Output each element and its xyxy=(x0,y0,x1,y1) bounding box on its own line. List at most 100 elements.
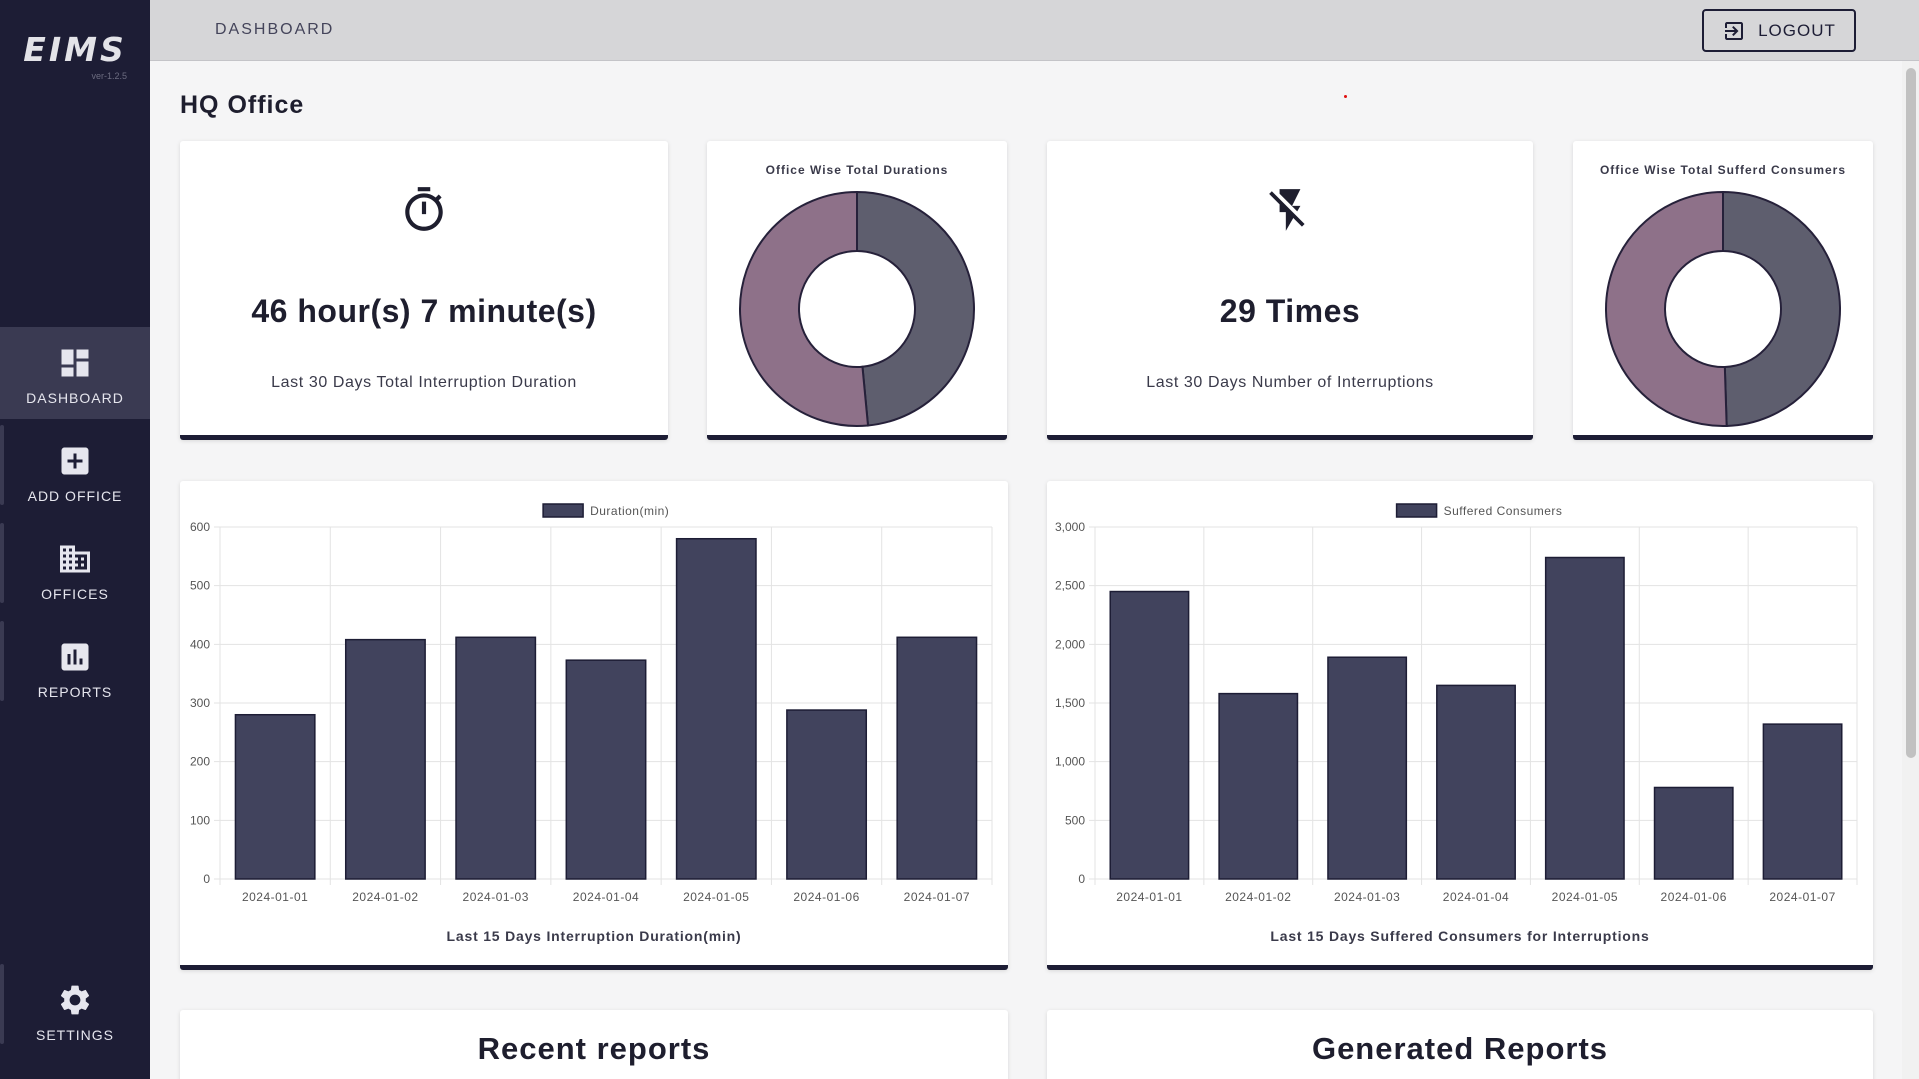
interruptions-value: 29 Times xyxy=(1219,293,1361,329)
sidebar-item-settings[interactable]: SETTINGS xyxy=(0,964,150,1056)
donut-slice[interactable] xyxy=(1605,190,1728,427)
y-tick-label: 2,500 xyxy=(1055,579,1085,593)
nav-divider xyxy=(0,523,4,603)
sidebar-item-offices[interactable]: OFFICES xyxy=(0,523,150,615)
duration-bar-chart-card: 0 100 200 300 400 500 600 2024-01-01 2024-01-02 2… xyxy=(180,481,1008,970)
duration-label: Last 30 Days Total Interruption Duration xyxy=(271,374,577,391)
sidebar-item-add-office[interactable]: ADD OFFICE xyxy=(0,425,150,517)
x-tick-label: 2024-01-01 xyxy=(1116,890,1182,904)
interruptions-stat-card: 29 Times Last 30 Days Number of Interrup… xyxy=(1047,141,1533,440)
y-tick-label: 600 xyxy=(190,520,210,534)
bar[interactable] xyxy=(1544,556,1625,880)
x-tick-label: 2024-01-07 xyxy=(904,890,970,904)
y-tick-label: 2,000 xyxy=(1055,637,1085,651)
x-tick-label: 2024-01-06 xyxy=(1661,890,1727,904)
bar[interactable] xyxy=(1653,786,1734,880)
bar[interactable] xyxy=(1218,692,1299,880)
x-tick-label: 2024-01-04 xyxy=(573,890,639,904)
generated-reports-title: Generated Reports xyxy=(1311,1031,1609,1066)
timer-icon xyxy=(405,187,443,231)
app-version: ver-1.2.5 xyxy=(91,71,127,81)
consumers-bar-chart[interactable]: 0 500 1,000 1,500 2,000 2,500 3,000 2024-01-01 2… xyxy=(1047,481,1873,921)
recent-reports-card: Recent reports xyxy=(180,1010,1008,1079)
donut-slice[interactable] xyxy=(739,190,870,427)
sidebar-item-label: ADD OFFICE xyxy=(27,488,123,504)
y-tick-label: 3,000 xyxy=(1055,520,1085,534)
donut-title: Office Wise Total Durations xyxy=(765,163,949,177)
legend-label[interactable]: Suffered Consumers xyxy=(1444,504,1563,518)
legend-swatch[interactable] xyxy=(542,503,584,518)
y-tick-label: 0 xyxy=(1078,872,1085,886)
x-tick-label: 2024-01-02 xyxy=(1225,890,1291,904)
legend-swatch[interactable] xyxy=(1395,503,1438,518)
sidebar-item-label: OFFICES xyxy=(41,586,109,602)
x-tick-label: 2024-01-01 xyxy=(242,890,308,904)
consumers-bar-chart-card: 0 500 1,000 1,500 2,000 2,500 3,000 2024-01-01 2… xyxy=(1047,481,1873,970)
bar[interactable] xyxy=(1762,723,1843,880)
breadcrumb: DASHBOARD xyxy=(215,21,335,38)
y-tick-label: 500 xyxy=(190,579,210,593)
bar[interactable] xyxy=(234,713,316,880)
bar[interactable] xyxy=(675,537,757,880)
bar[interactable] xyxy=(344,638,426,880)
bar[interactable] xyxy=(786,709,868,880)
y-tick-label: 1,000 xyxy=(1055,755,1085,769)
durations-donut-chart[interactable] xyxy=(737,189,977,429)
sidebar-item-label: REPORTS xyxy=(37,684,113,700)
x-tick-label: 2024-01-03 xyxy=(1334,890,1400,904)
bar[interactable] xyxy=(1436,684,1516,880)
donut-title: Office Wise Total Sufferd Consumers xyxy=(1599,163,1847,177)
interruptions-label: Last 30 Days Number of Interruptions xyxy=(1146,374,1434,391)
scrollbar-thumb[interactable] xyxy=(1906,68,1916,758)
legend-label[interactable]: Duration(min) xyxy=(590,504,669,518)
y-tick-label: 200 xyxy=(190,755,210,769)
indicator-dot xyxy=(1344,95,1347,98)
x-tick-label: 2024-01-06 xyxy=(793,890,859,904)
nav-divider xyxy=(0,621,4,701)
duration-value: 46 hour(s) 7 minute(s) xyxy=(251,293,597,329)
donut-slice[interactable] xyxy=(856,190,975,427)
x-tick-label: 2024-01-04 xyxy=(1443,890,1509,904)
sidebar-item-reports[interactable]: REPORTS xyxy=(0,621,150,713)
nav-divider xyxy=(0,425,4,505)
gear-icon xyxy=(60,985,90,1015)
sidebar: EIMS ver-1.2.5 DASHBOARD ADD OFFICE OFFI… xyxy=(0,0,150,1079)
bar-chart-icon xyxy=(61,643,89,671)
sidebar-item-label: SETTINGS xyxy=(35,1027,114,1043)
x-tick-label: 2024-01-03 xyxy=(463,890,529,904)
bar[interactable] xyxy=(896,636,978,880)
consumers-donut-card: Office Wise Total Sufferd Consumers xyxy=(1573,141,1873,440)
y-tick-label: 1,500 xyxy=(1055,696,1085,710)
generated-reports-card: Generated Reports xyxy=(1047,1010,1873,1079)
logout-button[interactable]: LOGOUT xyxy=(1702,9,1856,52)
app-logo-text: EIMS xyxy=(23,30,127,69)
bar[interactable] xyxy=(455,636,537,880)
y-tick-label: 100 xyxy=(190,813,210,827)
duration-bar-chart[interactable]: 0 100 200 300 400 500 600 2024-01-01 2024-01-02 2… xyxy=(180,481,1008,921)
donut-slice[interactable] xyxy=(1722,190,1841,427)
page-title: HQ Office xyxy=(180,91,305,119)
x-tick-label: 2024-01-02 xyxy=(352,890,418,904)
dashboard-icon xyxy=(61,349,89,377)
bar[interactable] xyxy=(1109,590,1190,880)
y-tick-label: 0 xyxy=(203,872,210,886)
sidebar-item-dashboard[interactable]: DASHBOARD xyxy=(0,327,150,419)
top-header: DASHBOARD LOGOUT xyxy=(150,0,1919,61)
recent-reports-title: Recent reports xyxy=(477,1031,711,1066)
logout-icon xyxy=(1725,21,1744,40)
nav-divider xyxy=(0,964,4,1044)
durations-donut-card: Office Wise Total Durations xyxy=(707,141,1007,440)
flash-off-icon xyxy=(1269,189,1305,231)
duration-stat-card: 46 hour(s) 7 minute(s) Last 30 Days Tota… xyxy=(180,141,668,440)
y-tick-label: 300 xyxy=(190,696,210,710)
sidebar-item-label: DASHBOARD xyxy=(26,390,124,406)
chart-caption: Last 15 Days Suffered Consumers for Inte… xyxy=(1270,928,1650,944)
logout-label: LOGOUT xyxy=(1758,20,1836,40)
bar[interactable] xyxy=(1327,656,1408,880)
x-tick-label: 2024-01-05 xyxy=(1552,890,1618,904)
app-logo[interactable]: EIMS ver-1.2.5 xyxy=(0,30,150,81)
bar[interactable] xyxy=(565,659,647,880)
consumers-donut-chart[interactable] xyxy=(1603,189,1843,429)
chart-caption: Last 15 Days Interruption Duration(min) xyxy=(446,928,742,944)
building-icon xyxy=(60,545,90,573)
